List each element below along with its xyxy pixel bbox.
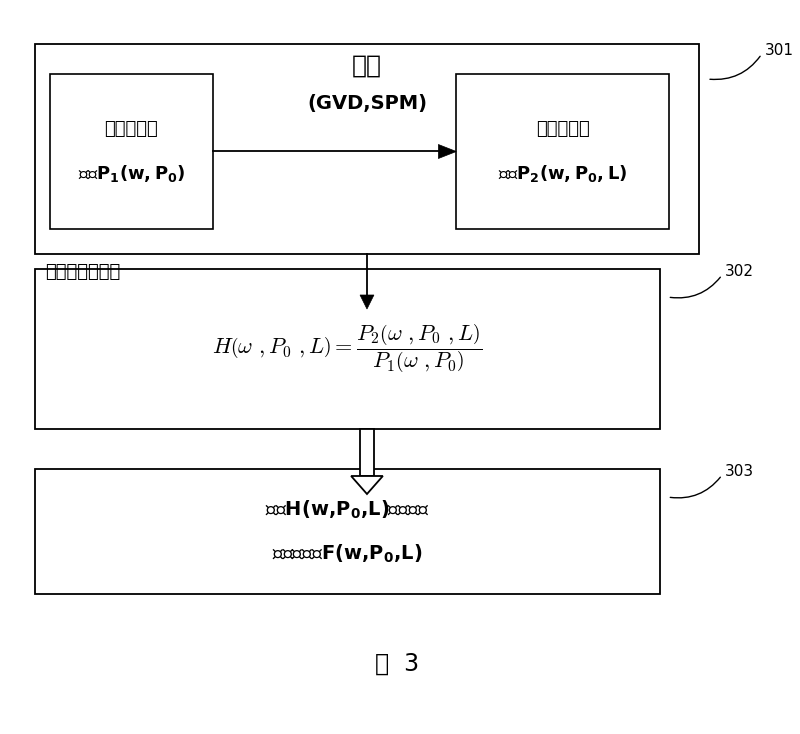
Text: 光功率转移函数: 光功率转移函数	[45, 263, 120, 281]
Text: 302: 302	[725, 264, 754, 280]
Text: (GVD,SPM): (GVD,SPM)	[307, 95, 427, 114]
Bar	[34, 269, 659, 429]
Text: 发射光功率: 发射光功率	[105, 120, 158, 139]
Bar	[50, 74, 214, 229]
Bar	[456, 74, 670, 229]
Text: 函数$\mathbf{P_2(w,P_0,L)}$: 函数$\mathbf{P_2(w,P_0,L)}$	[498, 163, 627, 184]
Polygon shape	[360, 295, 374, 309]
Bar	[34, 469, 659, 594]
Polygon shape	[438, 145, 456, 159]
Bar	[34, 44, 699, 254]
Text: 基于H(w,$\mathbf{P_0}$,L)的逆函数: 基于H(w,$\mathbf{P_0}$,L)的逆函数	[265, 498, 430, 520]
Polygon shape	[351, 476, 383, 494]
Text: 301: 301	[765, 43, 794, 59]
Text: 设计滤波器F(w,$\mathbf{P_0}$,L): 设计滤波器F(w,$\mathbf{P_0}$,L)	[272, 542, 422, 564]
Text: 303: 303	[725, 465, 754, 479]
Text: 图  3: 图 3	[374, 652, 419, 676]
Text: 接收光功率: 接收光功率	[536, 120, 590, 139]
Text: $H\left(\omega\ ,P_0\ ,L\right)=\dfrac{P_2\left(\omega\ ,P_0\ ,L\right)}{P_1\lef: $H\left(\omega\ ,P_0\ ,L\right)=\dfrac{P…	[212, 322, 482, 376]
Bar	[360, 429, 374, 476]
Text: 函数$\mathbf{P_1(w,P_0)}$: 函数$\mathbf{P_1(w,P_0)}$	[78, 163, 186, 184]
Text: 光纤: 光纤	[352, 54, 382, 78]
